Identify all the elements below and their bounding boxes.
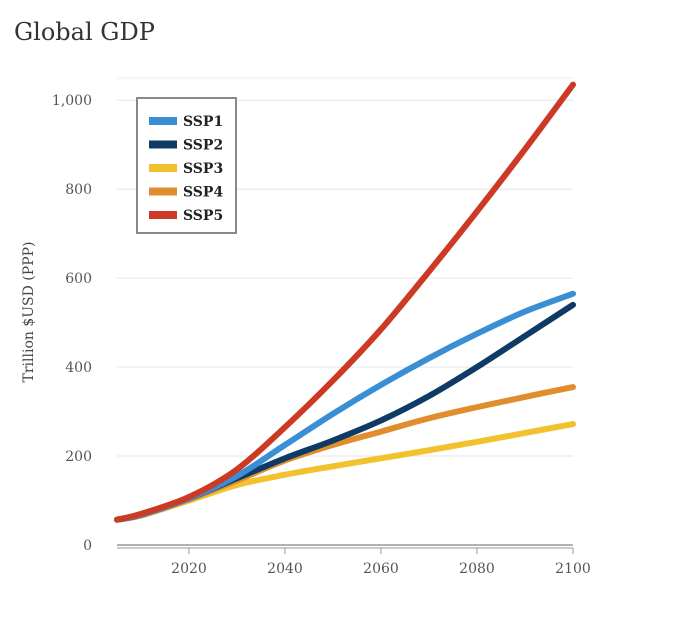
legend-label: SSP5 [183, 208, 223, 224]
legend-label: SSP3 [183, 161, 223, 177]
x-tick-label: 2100 [555, 561, 591, 577]
legend-item-ssp2[interactable]: SSP2 [149, 138, 223, 154]
y-tick-label: 0 [83, 538, 92, 554]
legend-swatch [149, 140, 177, 149]
x-tick-label: 2080 [459, 561, 495, 577]
y-tick-label: 1,000 [52, 93, 92, 109]
legend-swatch [149, 187, 177, 196]
x-tick-label: 2020 [171, 561, 207, 577]
series-lines [114, 81, 576, 523]
legend-label: SSP4 [183, 185, 223, 201]
legend-swatch [149, 117, 177, 125]
legend-label: SSP2 [183, 138, 223, 154]
legend-item-ssp4[interactable]: SSP4 [149, 185, 223, 201]
legend-item-ssp3[interactable]: SSP3 [149, 161, 223, 177]
y-axis-title: Trillion $USD (PPP) [21, 242, 37, 383]
legend[interactable]: SSP1 SSP2 SSP3 SSP4 SSP5 [136, 97, 237, 234]
legend-item-ssp5[interactable]: SSP5 [149, 208, 223, 224]
y-tick-label: 200 [65, 449, 92, 465]
series-line-ssp2 [114, 301, 576, 523]
x-tick-label: 2040 [267, 561, 303, 577]
y-tick-label: 600 [65, 271, 92, 287]
series-line-ssp1 [114, 290, 576, 523]
x-tick-label: 2060 [363, 561, 399, 577]
y-tick-label: 400 [65, 360, 92, 376]
legend-swatch [149, 211, 177, 219]
axes: 0 200 400 600 800 1,000 2020 2040 2060 2080 2100 [52, 93, 591, 577]
legend-label: SSP1 [183, 114, 223, 130]
legend-item-ssp1[interactable]: SSP1 [149, 114, 223, 130]
series-line-ssp5 [114, 81, 576, 523]
legend-swatch [149, 164, 177, 172]
chart-title: Global GDP [14, 18, 155, 46]
y-tick-label: 800 [65, 182, 92, 198]
